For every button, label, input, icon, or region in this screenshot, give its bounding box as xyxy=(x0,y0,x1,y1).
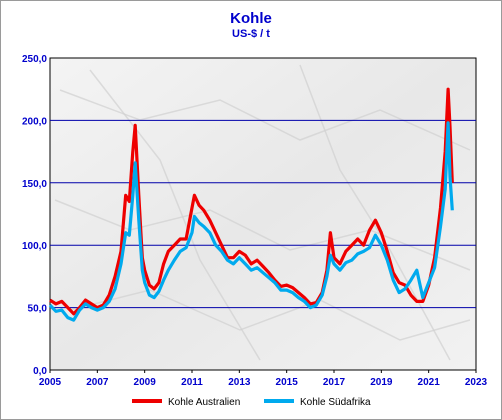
legend-label: Kohle Südafrika xyxy=(300,397,371,408)
x-tick-label: 2023 xyxy=(465,377,488,388)
x-tick-label: 2017 xyxy=(323,377,346,388)
plot-background-texture xyxy=(54,64,471,361)
x-tick-label: 2013 xyxy=(228,377,251,388)
y-tick-label: 150,0 xyxy=(22,179,47,190)
series-line-1 xyxy=(49,87,454,316)
x-tick-label: 2019 xyxy=(370,377,393,388)
chart-title: Kohle xyxy=(230,10,272,27)
y-tick-label: 0,0 xyxy=(33,366,47,377)
x-tick-label: 2011 xyxy=(181,377,203,388)
y-tick-label: 100,0 xyxy=(22,241,47,252)
x-tick-label: 2007 xyxy=(86,377,109,388)
x-tick-label: 2015 xyxy=(276,377,299,388)
x-tick-label: 2005 xyxy=(39,377,62,388)
series-line-2 xyxy=(48,121,454,322)
y-tick-label: 50,0 xyxy=(28,304,48,315)
x-tick-label: 2021 xyxy=(418,377,441,388)
y-tick-label: 200,0 xyxy=(22,116,47,127)
chart-subtitle: US-$ / t xyxy=(232,28,270,40)
x-tick-label: 2009 xyxy=(134,377,157,388)
legend-label: Kohle Australien xyxy=(168,397,240,408)
y-tick-label: 250,0 xyxy=(22,54,47,65)
plot-area xyxy=(49,57,477,371)
